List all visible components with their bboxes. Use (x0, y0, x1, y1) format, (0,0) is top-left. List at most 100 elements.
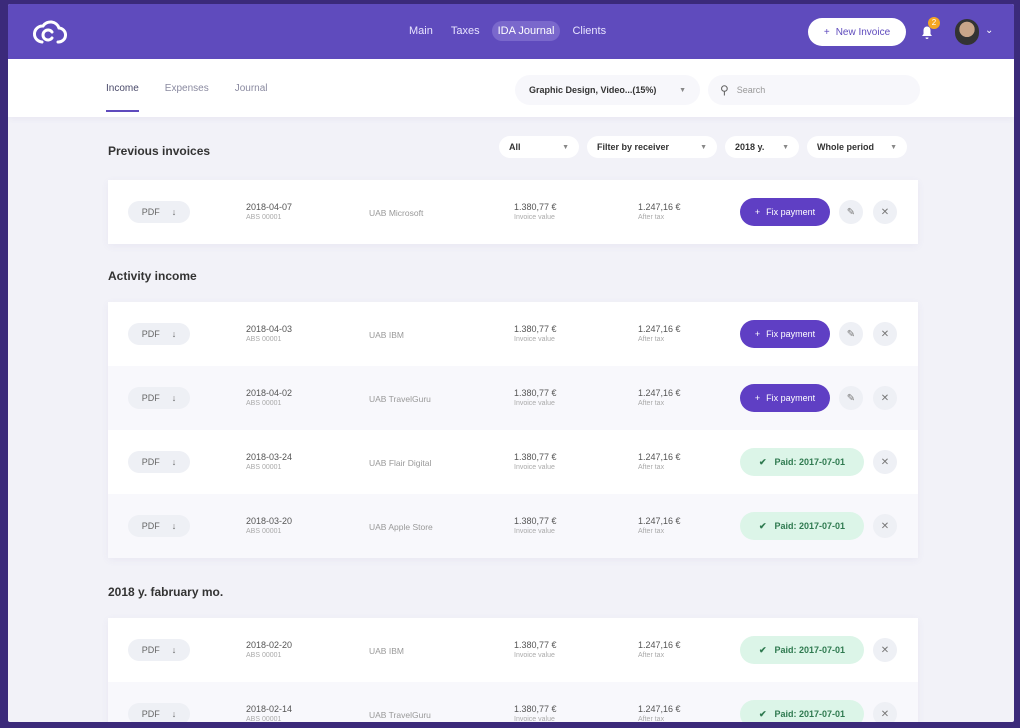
download-arrow-icon: ↓ (171, 329, 177, 339)
invoice-ref: ABS 00001 (246, 214, 282, 221)
nav-link-main[interactable]: Main (409, 25, 433, 37)
plus-icon: + (754, 207, 761, 217)
top-navbar: Main Taxes IDA Journal Clients + New Invoice… (8, 4, 1014, 59)
company-name: UAB Apple Store (369, 522, 433, 532)
pdf-download-button[interactable]: PDF ↓ (128, 387, 190, 409)
fix-payment-button[interactable]: + Fix payment (740, 198, 830, 226)
close-icon[interactable]: ✕ (873, 200, 897, 224)
cloud-logo-icon[interactable] (32, 18, 68, 46)
chevron-down-icon[interactable]: ⌄ (985, 25, 994, 36)
invoice-value: 1.380,77 € (514, 452, 557, 462)
nav-link-clients[interactable]: Clients (572, 25, 607, 37)
download-arrow-icon: ↓ (171, 207, 177, 217)
pdf-download-button[interactable]: PDF ↓ (128, 703, 190, 722)
close-icon[interactable]: ✕ (873, 450, 897, 474)
after-tax-label: After tax (638, 214, 665, 221)
check-icon: ✔ (758, 644, 767, 655)
pdf-download-button[interactable]: PDF ↓ (128, 323, 190, 345)
after-tax-value: 1.247,16 € (638, 202, 681, 212)
invoice-date: 2018-03-24 (246, 452, 293, 462)
nav-link-taxes[interactable]: Taxes (450, 25, 480, 37)
download-arrow-icon: ↓ (171, 521, 177, 531)
download-arrow-icon: ↓ (171, 457, 177, 467)
check-icon: ✔ (758, 456, 767, 467)
after-tax-label: After tax (638, 400, 665, 407)
after-tax-label: After tax (638, 464, 665, 471)
close-icon[interactable]: ✕ (873, 702, 897, 722)
invoice-value: 1.380,77 € (514, 704, 557, 714)
invoice-row: PDF ↓ 2018-02-20 ABS 00001 UAB IBM 1.380,… (108, 618, 918, 682)
dropdown-arrow-icon: ▼ (562, 143, 569, 151)
after-tax-label: After tax (638, 652, 665, 659)
company-name: UAB Microsoft (369, 208, 424, 218)
dropdown-arrow-icon: ▼ (679, 86, 686, 94)
invoice-row: PDF ↓ 2018-03-24 ABS 00001 UAB Flair Digi… (108, 430, 918, 494)
invoice-date: 2018-03-20 (246, 516, 293, 526)
download-arrow-icon: ↓ (171, 645, 177, 655)
after-tax-label: After tax (638, 336, 665, 343)
plus-icon: + (754, 393, 761, 403)
pdf-download-button[interactable]: PDF ↓ (128, 639, 190, 661)
edit-pencil-icon[interactable]: ✎ (839, 200, 863, 224)
invoice-ref: ABS 00001 (246, 400, 282, 407)
close-icon[interactable]: ✕ (873, 386, 897, 410)
invoice-list: PDF ↓ 2018-04-07 ABS 00001 UAB Microsoft … (108, 180, 918, 244)
paid-status-badge: ✔ Paid: 2017-07-01 (740, 512, 864, 540)
download-arrow-icon: ↓ (171, 709, 177, 719)
bell-icon[interactable] (920, 24, 934, 40)
paid-status-badge: ✔ Paid: 2017-07-01 (740, 700, 864, 722)
tab-income[interactable]: Income (106, 83, 139, 112)
edit-pencil-icon[interactable]: ✎ (839, 386, 863, 410)
invoice-value-label: Invoice value (514, 528, 555, 535)
invoice-value-label: Invoice value (514, 400, 555, 407)
pdf-download-button[interactable]: PDF ↓ (128, 201, 190, 223)
pdf-download-button[interactable]: PDF ↓ (128, 451, 190, 473)
invoice-row: PDF ↓ 2018-03-20 ABS 00001 UAB Apple Stor… (108, 494, 918, 558)
invoice-list: PDF ↓ 2018-02-20 ABS 00001 UAB IBM 1.380,… (108, 618, 918, 722)
paid-status-badge: ✔ Paid: 2017-07-01 (740, 448, 864, 476)
filter-select[interactable]: All ▼ (499, 136, 579, 158)
app-window: Main Taxes IDA Journal Clients + New Invoice… (8, 4, 1014, 722)
invoice-value: 1.380,77 € (514, 202, 557, 212)
section-title: Previous invoices (108, 144, 211, 158)
filter-select[interactable]: Whole period ▼ (807, 136, 907, 158)
invoice-value-label: Invoice value (514, 336, 555, 343)
invoice-row: PDF ↓ 2018-02-14 ABS 00001 UAB TravelGuru… (108, 682, 918, 722)
search-input[interactable]: ⚲ Search (708, 75, 920, 105)
invoice-value-label: Invoice value (514, 214, 555, 221)
invoice-value: 1.380,77 € (514, 388, 557, 398)
after-tax-value: 1.247,16 € (638, 640, 681, 650)
company-name: UAB TravelGuru (369, 710, 431, 720)
notification-badge: 2 (928, 17, 940, 29)
invoice-value: 1.380,77 € (514, 324, 557, 334)
after-tax-value: 1.247,16 € (638, 324, 681, 334)
section-title: 2018 y. fabruary mo. (108, 585, 224, 599)
filter-select[interactable]: Filter by receiver ▼ (587, 136, 717, 158)
pdf-download-button[interactable]: PDF ↓ (128, 515, 190, 537)
edit-pencil-icon[interactable]: ✎ (839, 322, 863, 346)
invoice-date: 2018-04-07 (246, 202, 293, 212)
invoice-value: 1.380,77 € (514, 640, 557, 650)
new-invoice-button[interactable]: + New Invoice (808, 18, 906, 46)
nav-link-ida-journal[interactable]: IDA Journal (491, 21, 561, 41)
close-icon[interactable]: ✕ (873, 514, 897, 538)
paid-status-badge: ✔ Paid: 2017-07-01 (740, 636, 864, 664)
tab-expenses[interactable]: Expenses (164, 83, 209, 94)
fix-payment-button[interactable]: + Fix payment (740, 384, 830, 412)
fix-payment-button[interactable]: + Fix payment (740, 320, 830, 348)
close-icon[interactable]: ✕ (873, 322, 897, 346)
invoice-date: 2018-04-03 (246, 324, 293, 334)
check-icon: ✔ (758, 708, 767, 719)
filter-select[interactable]: 2018 y. ▼ (725, 136, 799, 158)
dropdown-arrow-icon: ▼ (890, 143, 897, 151)
tab-journal[interactable]: Journal (234, 83, 268, 94)
category-select[interactable]: Graphic Design, Video...(15%) ▼ (515, 75, 700, 105)
avatar[interactable] (955, 19, 979, 45)
invoice-value-label: Invoice value (514, 464, 555, 471)
company-name: UAB IBM (369, 330, 404, 340)
invoice-ref: ABS 00001 (246, 464, 282, 471)
plus-icon: + (754, 329, 761, 339)
download-arrow-icon: ↓ (171, 393, 177, 403)
close-icon[interactable]: ✕ (873, 638, 897, 662)
dropdown-arrow-icon: ▼ (700, 143, 707, 151)
